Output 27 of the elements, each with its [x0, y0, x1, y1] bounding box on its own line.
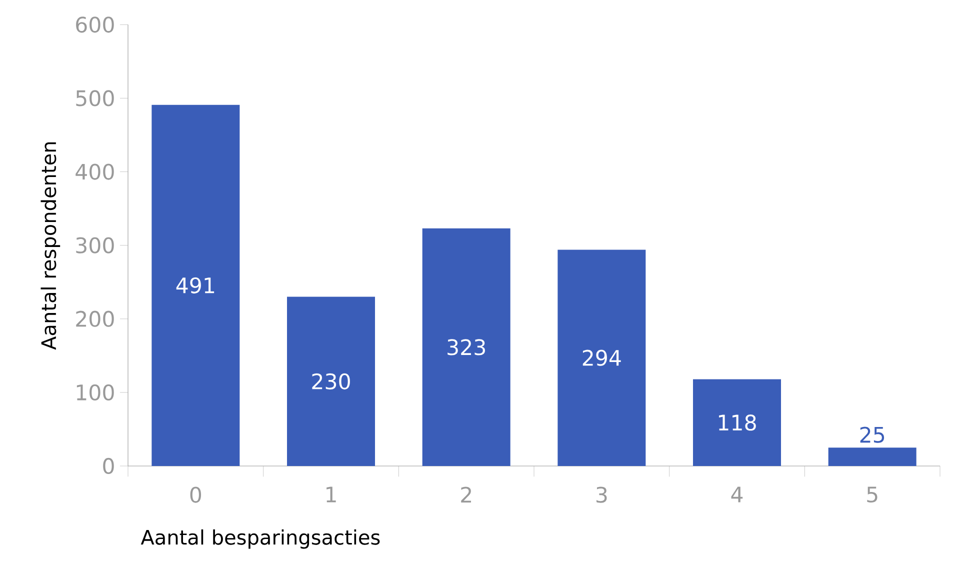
y-axis-title: Aantal respondenten	[40, 142, 60, 350]
data-label: 118	[718, 414, 756, 431]
bar	[693, 379, 781, 466]
bar	[152, 104, 240, 466]
data-label: 25	[860, 426, 884, 443]
x-tick-label: 0	[190, 486, 202, 503]
y-tick-label: 200	[76, 310, 114, 327]
y-tick-label: 400	[76, 164, 114, 180]
data-label: 491	[176, 277, 214, 294]
y-tick-label: 600	[76, 16, 114, 33]
bar	[287, 296, 376, 466]
y-tick-label: 0	[103, 458, 114, 474]
bar	[558, 250, 646, 466]
data-label: 294	[582, 350, 621, 366]
x-tick-label: 3	[596, 486, 607, 503]
x-tick-label: 1	[326, 486, 336, 502]
y-tick-label: 300	[76, 237, 114, 254]
data-label: 323	[448, 339, 485, 356]
y-tick-label: 500	[76, 90, 114, 106]
data-label: 230	[312, 373, 350, 390]
x-tick-label: 5	[867, 486, 878, 503]
x-axis-title: Aantal besparingsacties	[140, 529, 380, 549]
y-tick-label: 100	[76, 384, 114, 400]
x-tick-label: 4	[731, 486, 743, 502]
x-tick-label: 2	[461, 486, 471, 503]
bar	[828, 448, 916, 466]
bar	[422, 228, 510, 466]
